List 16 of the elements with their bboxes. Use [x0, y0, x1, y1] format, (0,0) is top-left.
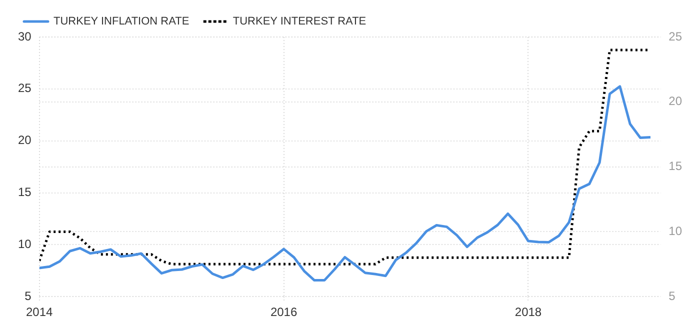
legend-label: TURKEY INFLATION RATE	[54, 16, 190, 28]
y2-tick-label: 25	[668, 29, 682, 44]
legend-label: TURKEY INTEREST RATE	[232, 16, 366, 28]
y-tick-label: 5	[24, 288, 32, 303]
y-tick-label: 15	[18, 185, 32, 200]
y-tick-label: 30	[18, 29, 32, 44]
x-tick-label: 2016	[270, 305, 298, 320]
y2-tick-label: 5	[668, 288, 676, 303]
y-tick-label: 25	[18, 81, 32, 96]
y2-tick-label: 15	[668, 159, 682, 174]
x-tick-label: 2018	[514, 305, 542, 320]
y-tick-label: 10	[18, 236, 32, 251]
x-tick-label: 2014	[26, 305, 54, 320]
y2-tick-label: 10	[668, 224, 682, 238]
y2-tick-label: 20	[668, 94, 682, 108]
y-tick-label: 20	[18, 133, 32, 148]
